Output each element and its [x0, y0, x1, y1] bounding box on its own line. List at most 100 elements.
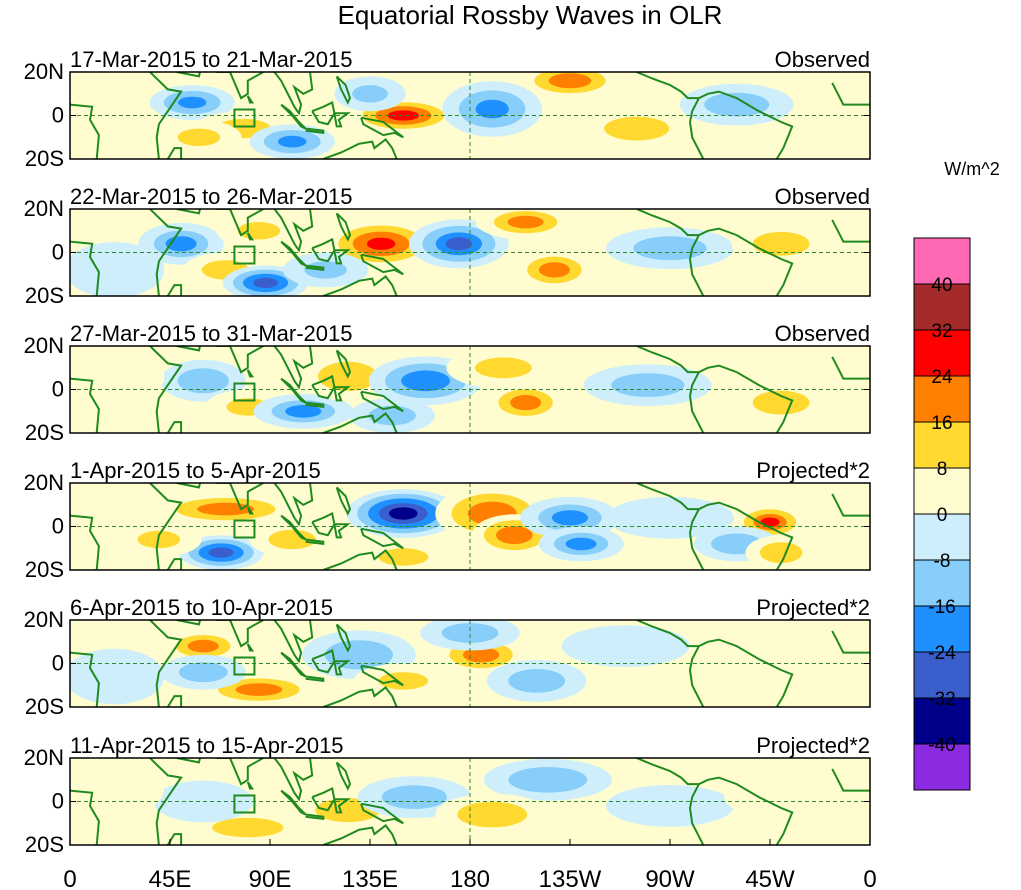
x-axis: 0 45E 90E 135E 180 135W 90W 45W 0	[63, 839, 877, 890]
panel-field	[70, 758, 838, 845]
colorbar-label: 24	[931, 367, 953, 388]
anomaly-contour	[178, 662, 228, 683]
coastline	[70, 346, 870, 433]
anomaly-blob	[731, 222, 831, 265]
anomaly-contour	[445, 237, 473, 251]
anomaly-blob	[222, 265, 309, 296]
anomaly-blob	[606, 785, 734, 827]
anomaly-contour	[373, 407, 412, 424]
panel-type-label: Observed	[775, 321, 870, 346]
anomaly-contour	[366, 237, 396, 250]
anomaly-contour	[551, 510, 589, 526]
panels-group: 20N 0 20S 17-Mar-2015 to 21-Mar-2015 Observe…	[24, 47, 871, 857]
colorbar-swatch	[913, 559, 971, 607]
anomaly-contour	[508, 669, 566, 693]
colorbar-label: 32	[931, 321, 952, 342]
anomaly-contour	[254, 278, 277, 288]
colorbar: W/m^2 -40 -32 -24 -16 -8 0 8 16 24 32 40	[913, 159, 1000, 791]
anomaly-blob	[482, 381, 569, 424]
anomaly-contour	[474, 357, 532, 379]
panel-3: 20N 0 20S 27-Mar-2015 to 31-Mar-2015 Observe…	[24, 321, 871, 445]
colorbar-label: -24	[928, 643, 956, 664]
anomaly-contour	[219, 819, 277, 836]
anomaly-contour	[81, 357, 148, 395]
anomaly-blob	[160, 654, 246, 690]
panel-4: 20N 0 20S 1-Apr-2015 to 5-Apr-2015 Projected…	[24, 458, 871, 582]
colorbar-units-label: W/m^2	[944, 159, 999, 179]
reference-box	[233, 519, 256, 539]
colorbar-swatch	[913, 651, 971, 699]
panel-type-label: Projected*2	[756, 733, 870, 758]
anomaly-contour	[197, 502, 255, 516]
y-tick-label: 0	[52, 240, 64, 265]
anomaly-contour	[74, 766, 155, 811]
colorbar-label: -40	[928, 735, 955, 756]
anomaly-contour	[186, 372, 221, 390]
anomaly-contour	[457, 801, 528, 828]
anomaly-contour	[604, 116, 670, 141]
y-tick-label: 20S	[25, 283, 64, 308]
anomaly-contour	[389, 507, 418, 520]
colorbar-label: 40	[931, 275, 952, 296]
anomaly-contour	[719, 536, 754, 551]
anomaly-contour	[752, 231, 810, 256]
colorbar-swatch	[913, 513, 971, 561]
panel-type-label: Projected*2	[756, 458, 870, 483]
anomaly-blob	[511, 249, 598, 291]
anomaly-contour	[743, 783, 819, 811]
anomaly-contour	[633, 236, 707, 261]
colorbar-label: -16	[928, 597, 955, 618]
anomaly-blob	[282, 252, 369, 288]
x-tick-label: 90W	[645, 866, 695, 890]
anomaly-blob	[353, 663, 454, 699]
panel-date-range: 17-Mar-2015 to 21-Mar-2015	[70, 47, 352, 72]
panel-date-range: 11-Apr-2015 to 15-Apr-2015	[70, 733, 344, 758]
anomaly-blob	[475, 209, 576, 240]
anomaly-blob	[606, 227, 734, 270]
chart-title: Equatorial Rossby Waves in OLR	[338, 0, 723, 30]
anomaly-contour	[538, 262, 570, 278]
panel-field	[116, 485, 817, 570]
colorbar-swatch	[913, 329, 971, 377]
anomaly-blob	[147, 491, 304, 527]
anomaly-contour	[177, 128, 221, 146]
anomaly-contour	[770, 127, 837, 156]
colorbar-label: -32	[928, 689, 955, 710]
y-tick-label: 20N	[24, 333, 64, 358]
y-tick-label: 20S	[25, 146, 64, 171]
panel-6: 20N 0 20S 11-Apr-2015 to 15-Apr-2015 Project…	[24, 733, 871, 857]
y-tick-label: 20N	[24, 745, 64, 770]
anomaly-contour	[508, 767, 588, 793]
anomaly-contour	[210, 548, 232, 557]
anomaly-contour	[285, 405, 322, 418]
x-tick-label: 45W	[745, 866, 795, 890]
anomaly-blob	[70, 348, 165, 405]
anomaly-contour	[627, 792, 713, 820]
panel-type-label: Observed	[775, 47, 870, 72]
anomaly-contour	[704, 92, 770, 117]
anomaly-blob	[579, 107, 694, 150]
colorbar-swatch	[913, 421, 971, 469]
anomaly-blob	[561, 625, 690, 667]
anomaly-contour	[582, 632, 669, 660]
anomaly-blob	[249, 522, 335, 557]
anomaly-blob	[253, 393, 354, 429]
anomaly-blob	[753, 120, 854, 159]
anomaly-contour	[278, 135, 307, 148]
x-tick-label: 90E	[249, 866, 292, 890]
anomaly-contour	[81, 107, 148, 145]
y-tick-label: 0	[52, 103, 64, 128]
y-tick-label: 20S	[25, 420, 64, 445]
anomaly-blob	[334, 76, 406, 112]
colorbar-label: 16	[931, 413, 952, 434]
colorbar-swatch	[913, 743, 971, 791]
anomaly-contour	[378, 548, 429, 566]
panel-1: 20N 0 20S 17-Mar-2015 to 21-Mar-2015 Observe…	[24, 47, 871, 171]
colorbar-label: 8	[937, 459, 948, 480]
coastline	[70, 483, 870, 570]
panel-2: 20N 0 20S 22-Mar-2015 to 26-Mar-2015 Observe…	[24, 184, 871, 308]
anomaly-contour	[502, 529, 527, 542]
anomaly-contour	[555, 75, 585, 86]
reference-box	[233, 382, 256, 402]
panel-date-range: 1-Apr-2015 to 5-Apr-2015	[70, 458, 321, 483]
